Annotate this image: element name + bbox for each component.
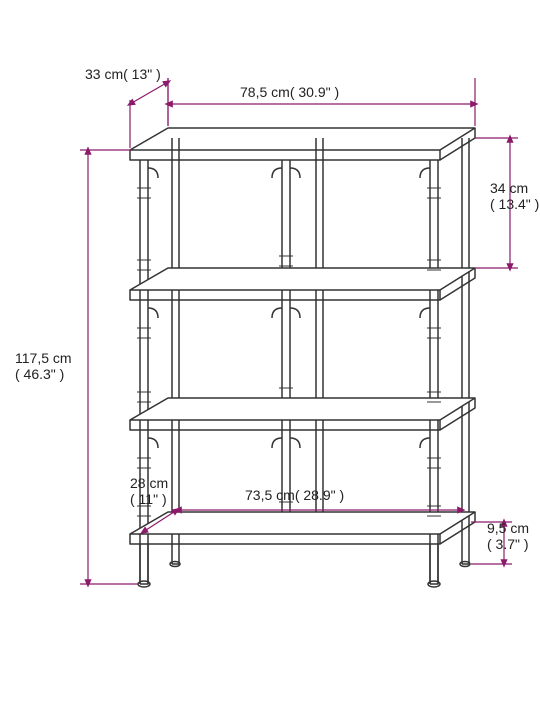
shelf-dimension-diagram bbox=[0, 0, 540, 720]
dimension-lines bbox=[80, 78, 518, 584]
dim-depth-top: 33 cm( 13" ) bbox=[85, 66, 161, 82]
dim-height-total: 117,5 cm ( 46.3" ) bbox=[15, 350, 72, 382]
shelf-body bbox=[130, 120, 475, 587]
dim-shelf-height: 34 cm ( 13.4" ) bbox=[490, 180, 539, 212]
dim-width-top: 78,5 cm( 30.9" ) bbox=[240, 84, 339, 100]
dim-inner-depth: 28 cm ( 11" ) bbox=[130, 475, 168, 507]
dim-inner-width: 73,5 cm( 28.9" ) bbox=[245, 487, 344, 503]
dim-foot-height: 9,5 cm ( 3.7" ) bbox=[487, 520, 529, 552]
